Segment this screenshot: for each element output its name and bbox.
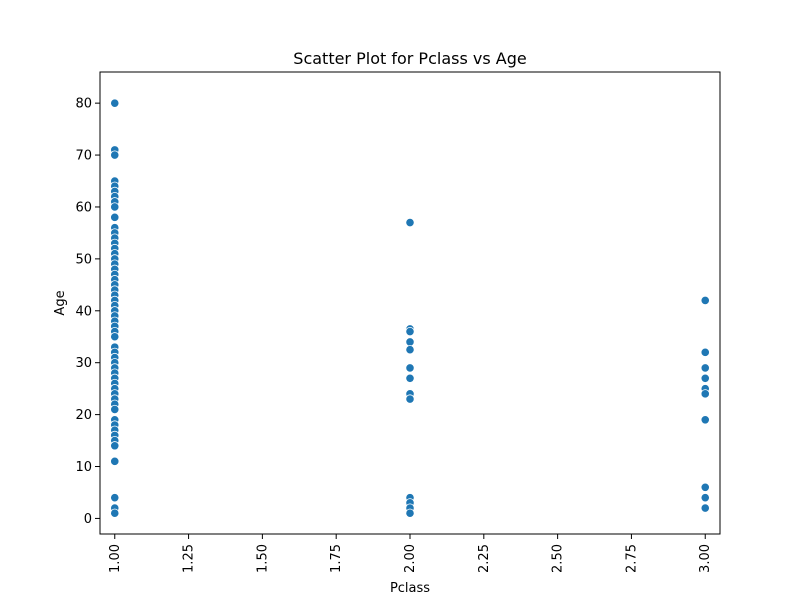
x-tick-label: 2.75 — [624, 544, 639, 573]
data-point — [405, 337, 415, 347]
data-point — [700, 389, 710, 399]
data-point — [110, 404, 120, 415]
x-tick-label: 2.25 — [477, 544, 492, 573]
data-point — [110, 212, 120, 222]
data-point — [110, 508, 120, 518]
data-point — [700, 482, 710, 492]
x-tick-label: 3.00 — [698, 544, 713, 573]
data-point — [405, 363, 415, 373]
data-point — [700, 415, 710, 425]
y-tick-label: 30 — [75, 356, 92, 371]
data-point — [110, 98, 120, 108]
y-tick-label: 0 — [84, 512, 92, 527]
x-tick-label: 1.50 — [255, 544, 270, 573]
y-tick-label: 80 — [75, 97, 92, 112]
plot-area-frame — [99, 71, 721, 535]
data-point — [110, 150, 120, 160]
data-point — [110, 332, 120, 342]
data-point — [405, 394, 415, 404]
data-point — [405, 326, 415, 337]
y-axis-ticks: 0 10 20 30 40 50 60 70 80 — [75, 97, 100, 527]
data-point — [700, 493, 710, 503]
x-axis-label: Pclass — [390, 581, 430, 596]
x-tick-label: 2.50 — [551, 544, 566, 573]
data-point — [405, 508, 415, 518]
y-tick-label: 50 — [75, 252, 92, 267]
y-axis-label: Age — [53, 290, 68, 315]
data-point — [700, 363, 710, 373]
y-tick-label: 10 — [75, 460, 92, 475]
x-tick-label: 1.00 — [108, 544, 123, 573]
data-point — [405, 373, 415, 383]
x-tick-label: 1.75 — [329, 544, 344, 573]
data-point — [110, 493, 120, 503]
y-tick-label: 40 — [75, 304, 92, 319]
data-point — [700, 373, 710, 383]
data-point — [700, 347, 710, 357]
x-tick-label: 2.00 — [403, 544, 418, 573]
data-point — [405, 217, 415, 228]
data-point — [700, 503, 710, 513]
x-tick-label: 1.25 — [182, 544, 197, 573]
data-point — [110, 202, 120, 212]
data-point — [110, 456, 120, 466]
data-point — [700, 295, 710, 306]
y-tick-label: 20 — [75, 408, 92, 423]
x-axis-ticks: 1.00 1.25 1.50 1.75 2.00 2.25 2.50 2.75 3.00 — [108, 534, 713, 573]
y-tick-label: 60 — [75, 200, 92, 215]
data-points — [110, 98, 710, 518]
y-tick-label: 70 — [75, 149, 92, 164]
data-point — [110, 441, 120, 451]
chart-title: Scatter Plot for Pclass vs Age — [293, 49, 526, 68]
data-point — [405, 345, 415, 355]
